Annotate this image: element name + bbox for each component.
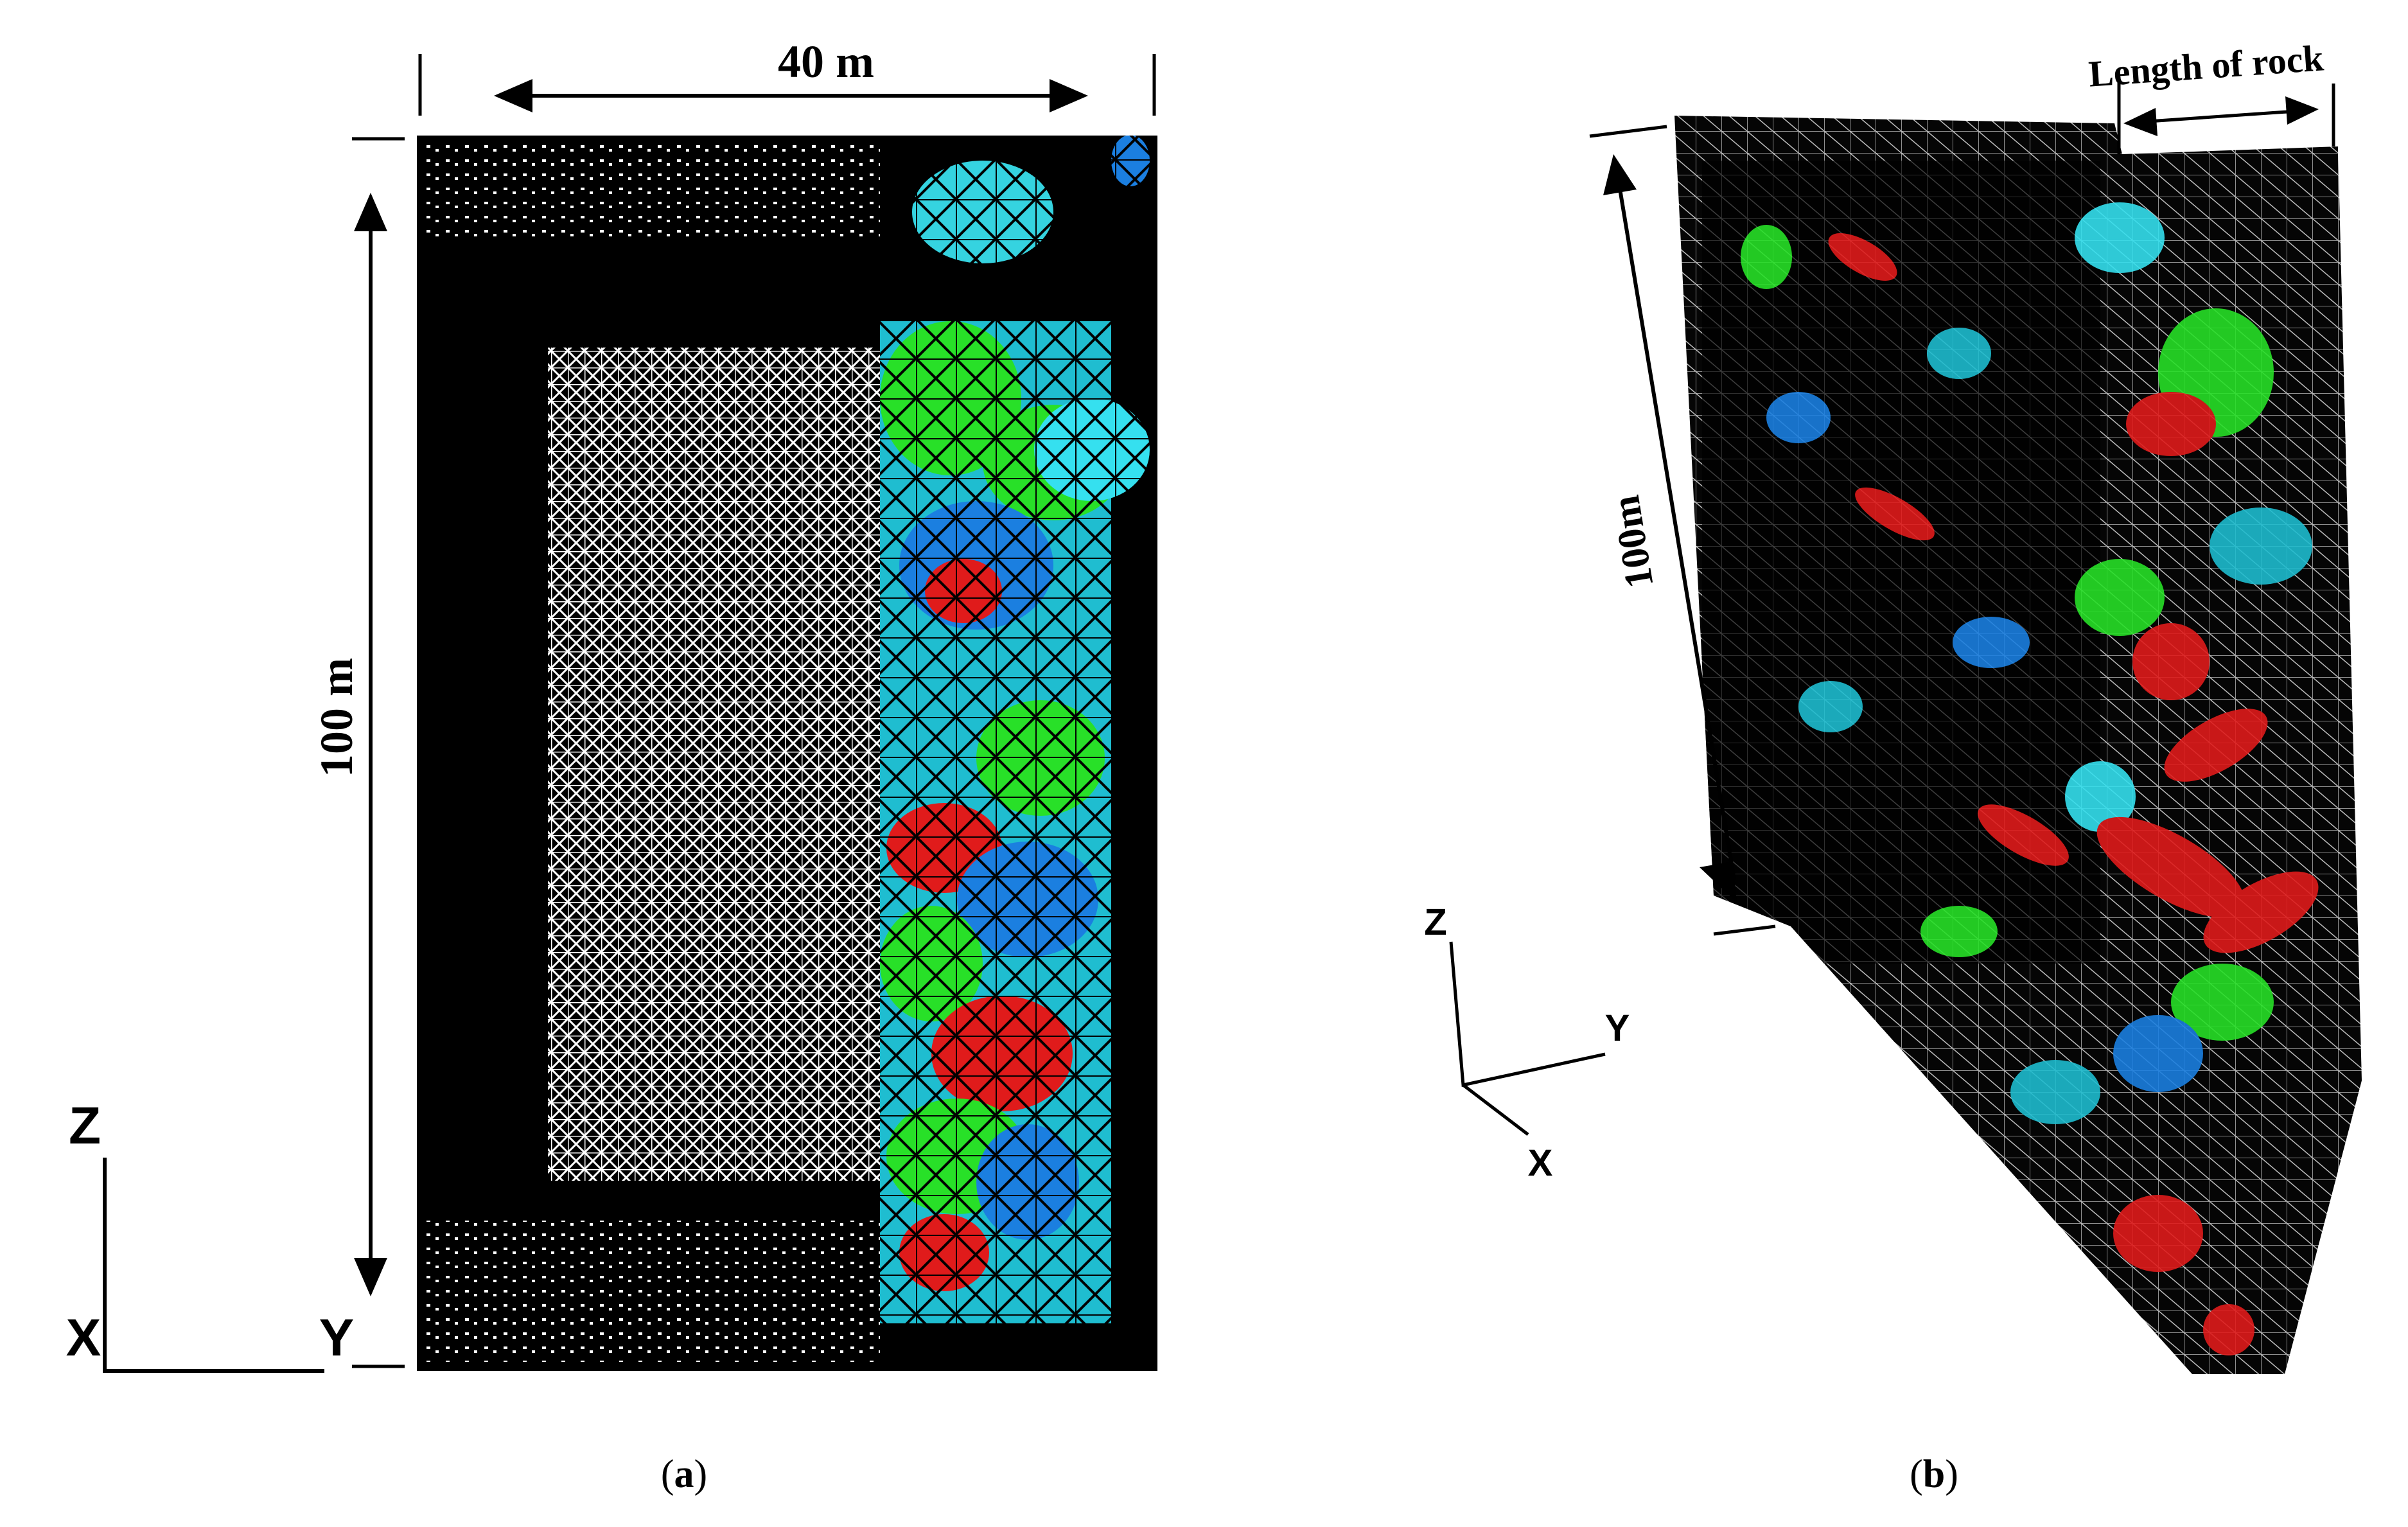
dim-tick — [1713, 924, 1776, 936]
dim-arrow — [1615, 173, 1736, 881]
length-label: Length of rock — [2087, 37, 2326, 94]
panel-a: 40 m 100 m Z X Y (a) — [66, 36, 1157, 1496]
fractures-a — [880, 136, 1157, 1371]
axis-y: Y — [1605, 1007, 1630, 1049]
dim-arrow — [2138, 109, 2307, 124]
axis-lines — [1449, 941, 1606, 1136]
fractures-b — [1702, 161, 2319, 1355]
panel-b: Length of rock 100m Z Y X (b) — [1424, 37, 2362, 1496]
height-label: 100 m — [311, 658, 362, 777]
axis-x: X — [1528, 1142, 1553, 1184]
height-label: 100m — [1604, 492, 1662, 591]
axis-x: X — [66, 1309, 101, 1367]
axis-z: Z — [69, 1097, 101, 1155]
axis-z: Z — [1424, 901, 1446, 943]
caption-a: (a) — [661, 1452, 707, 1496]
dim-tick — [1589, 125, 1667, 138]
width-label: 40 m — [778, 36, 874, 87]
mesh-core — [548, 348, 880, 1181]
caption-b: (b) — [1910, 1452, 1958, 1496]
axis-y: Y — [319, 1309, 355, 1367]
axis-lines — [103, 1158, 324, 1373]
